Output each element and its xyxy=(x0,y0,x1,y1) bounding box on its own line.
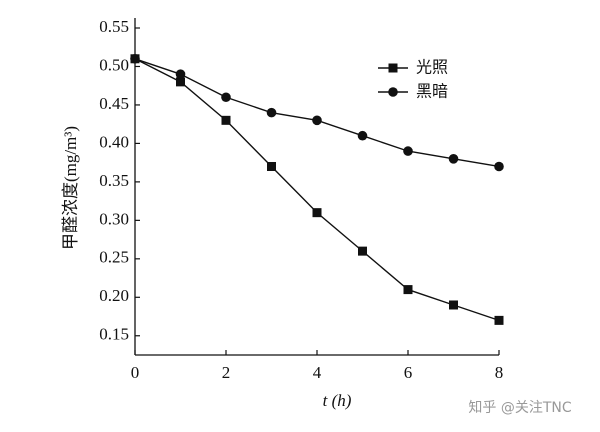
marker xyxy=(358,246,367,256)
marker xyxy=(175,69,186,79)
y-tick-label: 0.45 xyxy=(99,94,129,113)
x-tick-label: 4 xyxy=(313,363,322,382)
x-tick-label: 2 xyxy=(222,363,231,382)
marker xyxy=(357,130,368,141)
marker xyxy=(494,161,504,172)
marker xyxy=(403,285,413,295)
y-tick-label: 0.20 xyxy=(99,286,129,305)
marker xyxy=(449,300,458,310)
marker xyxy=(494,315,504,325)
marker xyxy=(221,115,231,125)
x-tick-label: 6 xyxy=(404,363,413,382)
x-axis-label: t (h) xyxy=(323,391,352,410)
y-tick-label: 0.30 xyxy=(99,209,129,228)
x-tick-label: 8 xyxy=(495,363,504,382)
marker xyxy=(130,53,140,64)
marker xyxy=(176,77,185,87)
marker xyxy=(312,115,322,126)
y-tick-label: 0.25 xyxy=(99,248,129,267)
y-tick-label: 0.55 xyxy=(99,17,129,36)
legend-label: 光照 xyxy=(416,58,448,77)
marker xyxy=(312,208,322,218)
y-tick-label: 0.40 xyxy=(99,132,129,151)
marker xyxy=(267,161,276,171)
marker xyxy=(266,107,277,118)
x-tick-label: 0 xyxy=(131,363,140,382)
y-tick-label: 0.50 xyxy=(99,55,129,74)
legend-label: 黑暗 xyxy=(416,82,448,101)
marker xyxy=(448,154,459,164)
y-tick-label: 0.15 xyxy=(99,325,129,344)
marker xyxy=(403,146,413,156)
y-axis-label: 甲醛浓度(mg/m³) xyxy=(61,126,80,250)
marker xyxy=(221,92,231,103)
marker xyxy=(388,63,398,73)
y-tick-label: 0.35 xyxy=(99,171,129,190)
marker xyxy=(388,87,398,97)
watermark: 知乎 @关注TNC xyxy=(468,399,571,416)
